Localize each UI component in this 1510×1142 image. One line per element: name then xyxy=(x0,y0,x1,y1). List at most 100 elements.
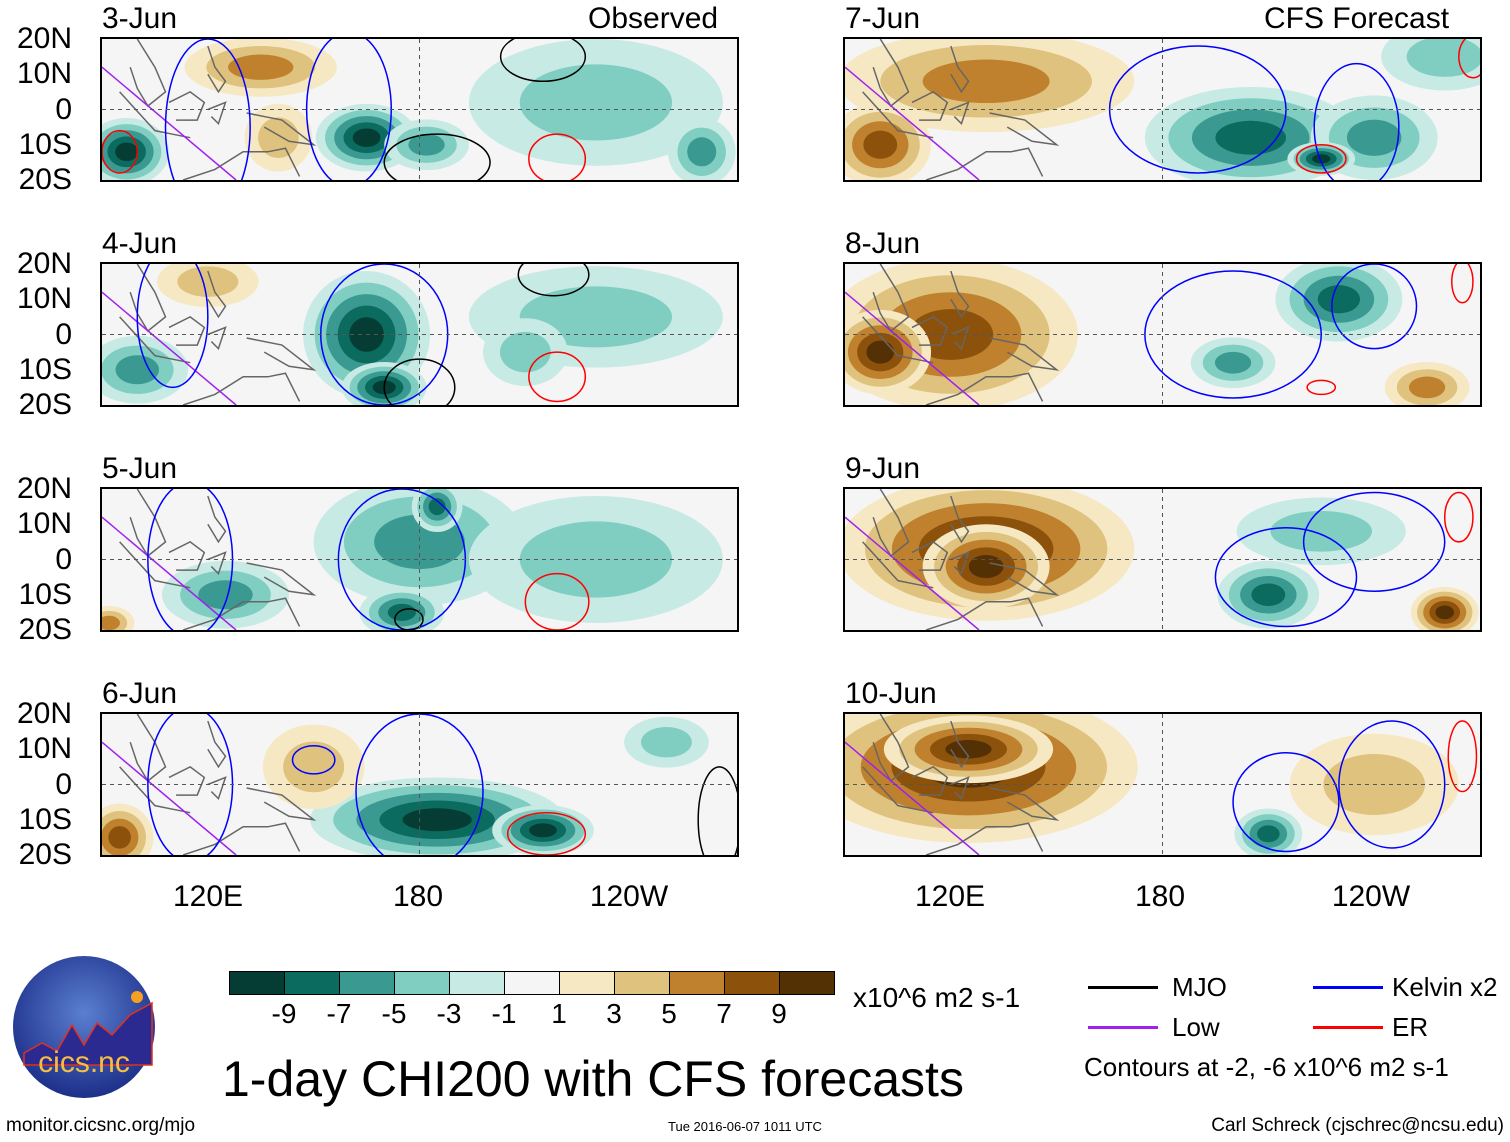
coastline xyxy=(911,90,949,121)
coastline xyxy=(950,101,970,125)
coastline xyxy=(246,337,317,371)
anomaly-shading xyxy=(1312,154,1331,164)
colorbar-swatch xyxy=(450,972,505,994)
anomaly-shading xyxy=(352,128,381,147)
low-contour xyxy=(102,516,237,630)
panel-date: 6-Jun xyxy=(102,677,178,710)
anomaly-shading xyxy=(102,615,120,630)
lat-label: 10N xyxy=(16,282,72,316)
map-panel xyxy=(843,712,1482,857)
coastline xyxy=(119,316,191,364)
anomaly-shading xyxy=(945,740,992,759)
anomaly-shading xyxy=(519,521,673,598)
legend-mjo: MJO xyxy=(1172,972,1227,1002)
legend-line-low xyxy=(1088,1026,1158,1029)
kelvin-contour xyxy=(1232,752,1340,853)
anomaly-shading xyxy=(402,808,472,832)
anomaly-shading xyxy=(1435,605,1454,620)
coastline xyxy=(872,264,910,333)
coastline xyxy=(911,540,949,571)
panel-date: 10-Jun xyxy=(845,677,937,710)
lat-label: 10S xyxy=(18,352,72,386)
anomaly-shading xyxy=(387,603,416,621)
coastline xyxy=(925,822,1044,855)
coastline xyxy=(129,489,167,558)
cics-logo: cics.nc xyxy=(12,955,157,1100)
forecast-label: CFS Forecast xyxy=(1264,2,1450,35)
coastline xyxy=(182,597,301,630)
coastline xyxy=(950,776,970,800)
anomaly-shading xyxy=(283,741,345,793)
lat-label: 10S xyxy=(18,802,72,836)
anomaly-shading xyxy=(1251,583,1286,607)
coastline xyxy=(950,326,970,350)
coastline xyxy=(246,787,317,821)
low-contour xyxy=(102,291,237,405)
kelvin-contour xyxy=(1214,527,1358,628)
anomaly-shading xyxy=(1215,120,1286,155)
kelvin-contour xyxy=(1331,264,1418,350)
panel-date: 5-Jun xyxy=(102,452,178,485)
lat-label: 20N xyxy=(16,247,72,280)
anomaly-shading xyxy=(177,266,239,297)
coastline xyxy=(182,372,301,405)
lat-label: 0 xyxy=(55,542,72,576)
coastline xyxy=(925,597,1044,630)
anomaly-shading xyxy=(519,64,673,141)
mjo-contour xyxy=(394,608,424,630)
map-panel xyxy=(100,712,739,857)
footer-url[interactable]: monitor.cicsnc.org/mjo xyxy=(6,1115,196,1136)
colorbar-swatch xyxy=(725,972,780,994)
coastline xyxy=(168,90,206,121)
coastline xyxy=(872,39,910,108)
anomaly-shading xyxy=(408,133,445,156)
lon-label: 120W xyxy=(589,880,669,913)
panel-date: 3-Jun xyxy=(102,2,178,35)
anomaly-shading xyxy=(1270,510,1373,552)
coastline xyxy=(989,562,1060,596)
anomaly-shading xyxy=(258,117,299,159)
footer-timestamp: Tue 2016-06-07 1011 UTC xyxy=(668,1119,822,1134)
coastline xyxy=(246,112,317,146)
lat-label: 10N xyxy=(16,507,72,541)
coastline xyxy=(989,787,1060,821)
anomaly-shading xyxy=(968,555,1004,579)
colorbar-tick-label: 3 xyxy=(606,998,622,1029)
coastline xyxy=(950,720,970,769)
colorbar-swatch xyxy=(285,972,340,994)
lon-label: 180 xyxy=(392,880,444,913)
colorbar-swatch xyxy=(230,972,285,994)
lat-label: 20N xyxy=(16,472,72,505)
panel-date: 7-Jun xyxy=(845,2,921,35)
er-contour xyxy=(528,133,587,180)
anomaly-shading xyxy=(108,826,131,849)
colorbar-tick-label: -9 xyxy=(271,998,297,1029)
map-panel xyxy=(100,487,739,632)
anomaly-shading xyxy=(228,54,294,80)
colorbar-swatch xyxy=(560,972,615,994)
er-contour xyxy=(524,572,590,630)
legend-low: Low xyxy=(1172,1012,1220,1042)
lat-label: 10S xyxy=(18,577,72,611)
kelvin-contour xyxy=(291,744,336,775)
coastline xyxy=(207,776,227,800)
colorbar-swatch xyxy=(670,972,725,994)
figure-title: 1-day CHI200 with CFS forecasts xyxy=(222,1051,964,1107)
colorbar-tick-label: -5 xyxy=(381,998,407,1029)
observed-label: Observed xyxy=(588,2,719,35)
lat-label: 10N xyxy=(16,57,72,91)
anomaly-shading xyxy=(687,137,717,167)
mjo-contour xyxy=(499,39,587,83)
coastline xyxy=(207,551,227,575)
legend-er: ER xyxy=(1392,1012,1429,1042)
lat-label: 20S xyxy=(18,388,72,422)
anomaly-shading xyxy=(1317,285,1361,314)
lon-label: 180 xyxy=(1134,880,1186,913)
low-contour xyxy=(102,66,237,180)
coastline xyxy=(872,489,910,558)
coastline xyxy=(950,270,970,319)
colorbar-units: x10^6 m2 s-1 xyxy=(853,982,1021,1013)
map-panel xyxy=(843,487,1482,632)
legend-kelvin: Kelvin x2 xyxy=(1392,972,1498,1002)
